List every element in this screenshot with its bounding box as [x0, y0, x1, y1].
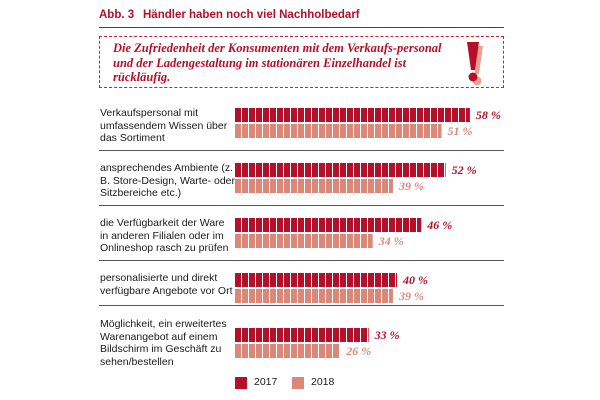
category-label-1: Verkaufspersonal mit umfassendem Wissen …	[100, 107, 228, 145]
value-label-2017-2: 52 %	[452, 163, 477, 177]
legend-swatch-2018	[292, 377, 304, 389]
bar-2018-3	[235, 234, 373, 248]
bar-2017-2	[235, 163, 446, 177]
figure-number: Abb. 3	[99, 9, 135, 21]
value-label-2017-1: 58 %	[476, 108, 501, 122]
value-label-2018-1: 51 %	[448, 124, 473, 138]
figure-title-text: Händler haben noch viel Nachholbedarf	[143, 9, 360, 21]
value-label-2018-3: 34 %	[378, 234, 404, 248]
row-divider	[99, 260, 504, 261]
row-divider	[99, 305, 504, 306]
category-label-3: die Verfügbarkeit der Ware in anderen Fi…	[100, 217, 229, 255]
callout-text: Die Zufriedenheit der Konsumenten mit de…	[113, 41, 442, 84]
row-divider	[99, 150, 504, 151]
value-label-2018-5: 26 %	[345, 344, 371, 358]
value-label-2017-4: 40 %	[402, 273, 428, 287]
callout-box: Die Zufriedenheit der Konsumenten mit de…	[99, 36, 504, 88]
value-label-2017-5: 33 %	[374, 328, 400, 342]
exclamation-mark-icon	[467, 42, 483, 86]
category-label-5: Möglichkeit, ein erweitertes Warenangebo…	[100, 318, 227, 368]
legend-swatch-2017	[235, 377, 247, 389]
value-label-2017-3: 46 %	[426, 218, 452, 232]
legend-label-2018: 2018	[311, 376, 335, 388]
bar-2017-1	[235, 108, 470, 122]
bar-2017-4	[235, 273, 397, 287]
category-label-4: personalisierte und direkt verfügbare An…	[100, 272, 233, 297]
value-label-2018-2: 39 %	[398, 179, 424, 193]
category-label-2: ansprechendes Ambiente (z. B. Store-Desi…	[100, 162, 235, 200]
bar-2018-2	[235, 179, 393, 193]
value-label-2018-4: 39 %	[398, 289, 424, 303]
bar-2018-1	[235, 124, 442, 138]
legend-label-2017: 2017	[254, 376, 278, 388]
title-rule	[99, 27, 504, 28]
bar-2018-5	[235, 344, 339, 358]
row-divider	[99, 205, 504, 206]
figure-title: Abb. 3 Händler haben noch viel Nachholbed…	[99, 9, 360, 21]
bar-2017-5	[235, 328, 369, 342]
bar-2017-3	[235, 218, 422, 232]
bar-2018-4	[235, 289, 393, 303]
